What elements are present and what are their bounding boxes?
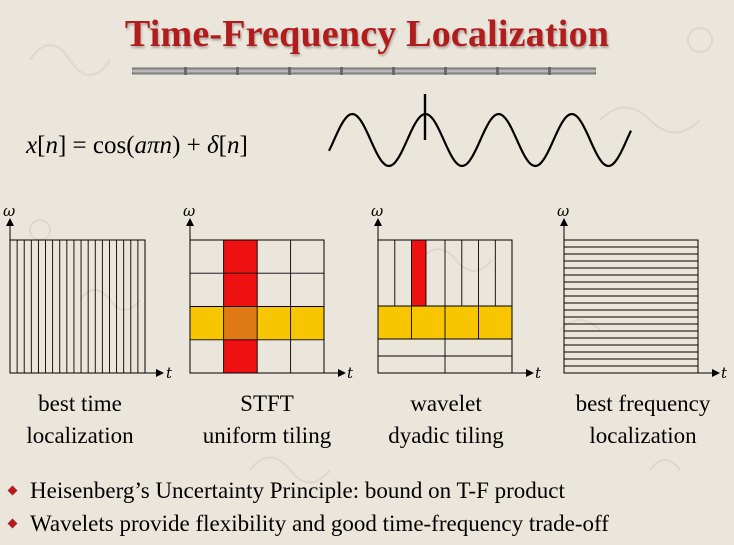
frequency-axis-label: ω: [183, 202, 195, 220]
caption-best-frequency: best frequency localization: [575, 391, 711, 448]
time-tile-highlight: [411, 240, 426, 306]
frequency-axis-label: ω: [3, 202, 15, 220]
time-axis-label: t: [721, 364, 728, 382]
frequency-axis-label: ω: [371, 202, 383, 220]
caption-wavelet: wavelet dyadic tiling: [388, 391, 504, 448]
panel-stft: ω t: [180, 200, 360, 385]
caption-best-time: best time localization: [26, 391, 134, 448]
panel-best-frequency: ω t: [554, 200, 734, 385]
signal-waveform: [328, 94, 632, 168]
bullet-list: Heisenberg’s Uncertainty Principle: boun…: [6, 474, 609, 540]
diamond-bullet-icon: [7, 518, 18, 529]
list-item: Wavelets provide flexibility and good ti…: [6, 507, 609, 540]
panel-wavelet: ω t: [368, 200, 548, 385]
sinusoid-curve: [328, 112, 632, 168]
tiling-diagram-wavelet: ω t: [371, 202, 542, 382]
overlap-tile: [223, 306, 258, 340]
caption-stft: STFT uniform tiling: [202, 391, 332, 448]
frequency-axis-label: ω: [557, 202, 569, 220]
time-axis-label: t: [166, 364, 173, 382]
time-axis-label: t: [535, 364, 542, 382]
panel-best-time: ω t: [0, 200, 175, 385]
tiling-diagram-frequency: ω t: [557, 202, 728, 382]
time-axis-label: t: [347, 364, 354, 382]
list-item: Heisenberg’s Uncertainty Principle: boun…: [6, 474, 609, 507]
diamond-bullet-icon: [7, 485, 18, 496]
signal-equation: x[n] = cos(aπn) + δ[n]: [26, 132, 248, 159]
title-underline: [132, 67, 596, 75]
page-title: Time-Frequency Localization: [124, 13, 610, 55]
tiling-diagram-stft: ω t: [183, 202, 354, 382]
tiling-diagram-time: ω t: [3, 202, 173, 382]
